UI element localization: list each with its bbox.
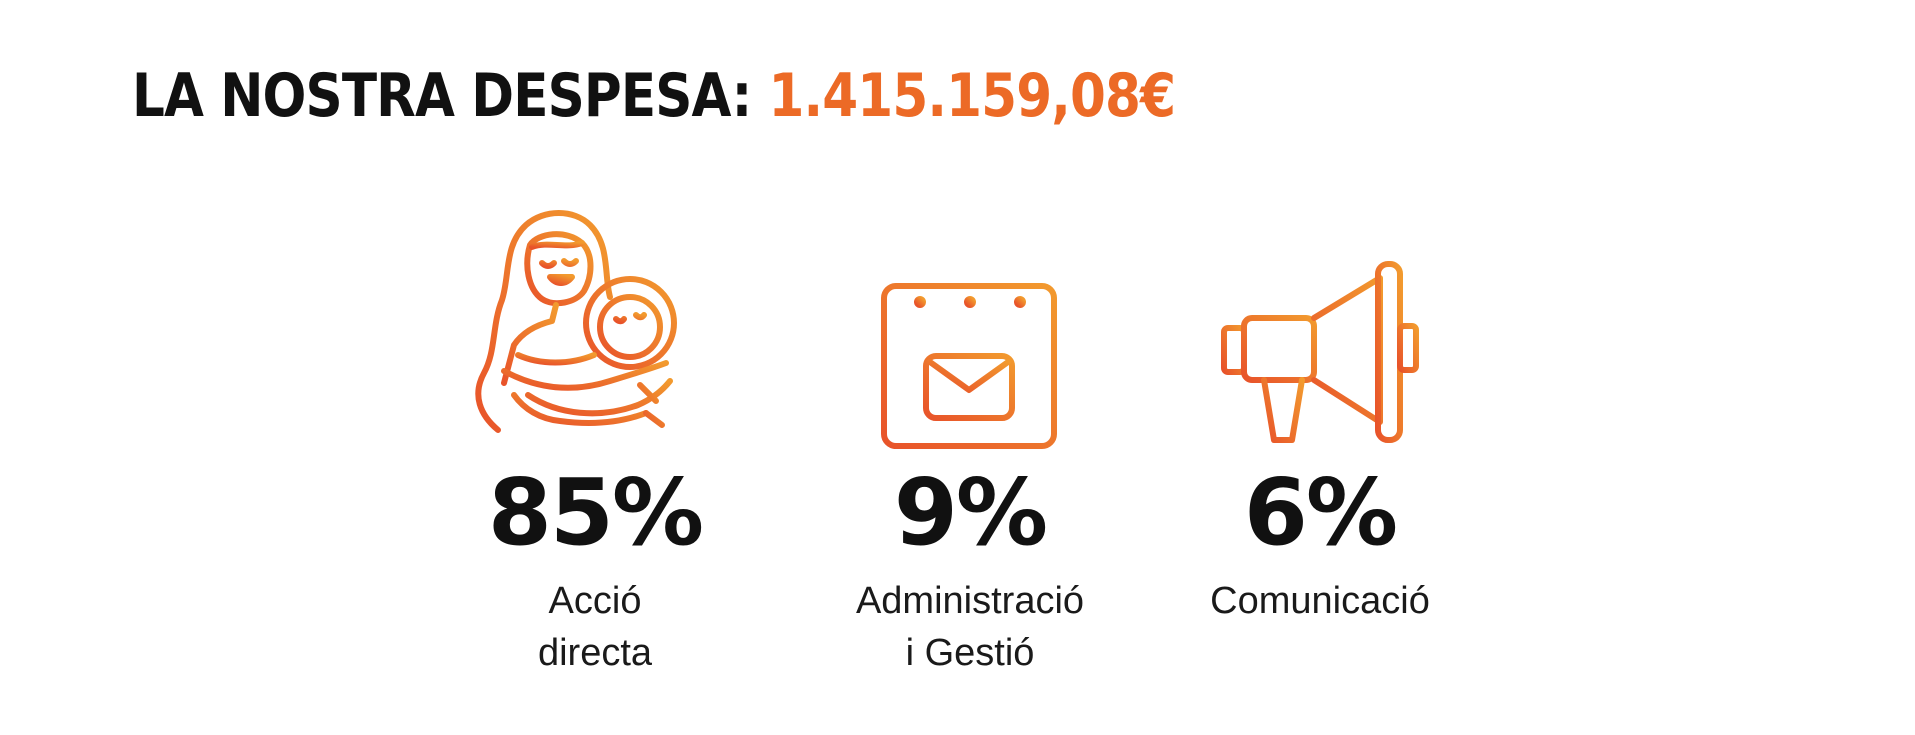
page-title: LA NOSTRA DESPESA: 1.415.159,08€ <box>132 66 1176 126</box>
stat-accio-directa: 85% Acció directa <box>450 205 740 685</box>
megaphone-icon <box>1221 261 1419 443</box>
total-amount: 1.415.159,08€ <box>768 61 1176 131</box>
stat-category: Acció directa <box>537 580 653 674</box>
heading-label: LA NOSTRA DESPESA: <box>132 61 752 131</box>
stat-comunicacio: 6% Comunicació <box>1190 205 1450 685</box>
stat-administracio: 9% Administració i Gestió <box>820 205 1120 685</box>
stat-category: Comunicació <box>1210 580 1430 622</box>
stat-value: 9% <box>893 459 1048 566</box>
stat-value: 6% <box>1243 459 1398 566</box>
stat-category: Administració i Gestió <box>855 580 1085 674</box>
calendar-envelope-icon <box>881 267 1057 449</box>
mother-and-baby-icon <box>475 210 677 433</box>
stat-value: 85% <box>487 459 704 566</box>
